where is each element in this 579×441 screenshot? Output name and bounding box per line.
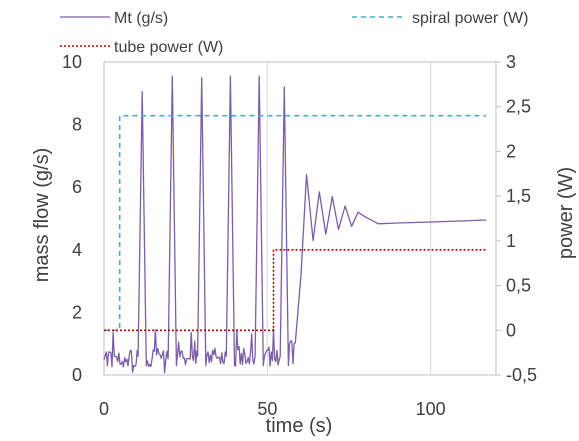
grid bbox=[266, 62, 432, 375]
y-right-tick-label: 0 bbox=[506, 320, 516, 340]
y-left-tick-label: 6 bbox=[72, 177, 82, 197]
legend: Mt (g/s) spiral power (W) tube power (W) bbox=[60, 10, 528, 56]
y-right-tick-label: 1 bbox=[506, 231, 516, 251]
x-tick-label: 100 bbox=[416, 399, 446, 419]
series-spiral-power-line bbox=[104, 114, 487, 332]
legend-label-mt: Mt (g/s) bbox=[114, 10, 168, 27]
y-left-tick-label: 10 bbox=[62, 52, 82, 72]
y-left-tick-label: 4 bbox=[72, 240, 82, 260]
x-axis-label: time (s) bbox=[266, 415, 333, 437]
plot-frame bbox=[103, 61, 497, 376]
y-left-tick-label: 2 bbox=[72, 302, 82, 322]
x-ticks: 0 50 100 bbox=[99, 399, 446, 419]
y-axis-left-label: mass flow (g/s) bbox=[31, 148, 53, 282]
x-tick-label: 50 bbox=[257, 399, 277, 419]
series-tube-power-line bbox=[104, 249, 487, 332]
y-left-tick-label: 8 bbox=[72, 115, 82, 135]
y-left-ticks: 0 2 4 6 8 10 bbox=[62, 52, 82, 385]
y-right-tick-label: -0,5 bbox=[506, 365, 537, 385]
y-axis-right-label: power (W) bbox=[555, 167, 577, 259]
legend-label-spiral-power: spiral power (W) bbox=[412, 10, 528, 27]
y-right-tick-label: 0,5 bbox=[506, 276, 531, 296]
legend-label-tube-power: tube power (W) bbox=[114, 39, 223, 56]
y-left-tick-label: 0 bbox=[72, 365, 82, 385]
y-right-tick-label: 1,5 bbox=[506, 186, 531, 206]
series-layer bbox=[103, 75, 487, 374]
series-mt-line bbox=[103, 75, 487, 374]
y-right-tick-label: 3 bbox=[506, 52, 516, 72]
y-right-tick-label: 2,5 bbox=[506, 97, 531, 117]
x-tick-label: 0 bbox=[99, 399, 109, 419]
y-right-ticks: -0,5 0 0,5 1 1,5 2 2,5 3 bbox=[496, 52, 537, 385]
y-right-tick-label: 2 bbox=[506, 141, 516, 161]
